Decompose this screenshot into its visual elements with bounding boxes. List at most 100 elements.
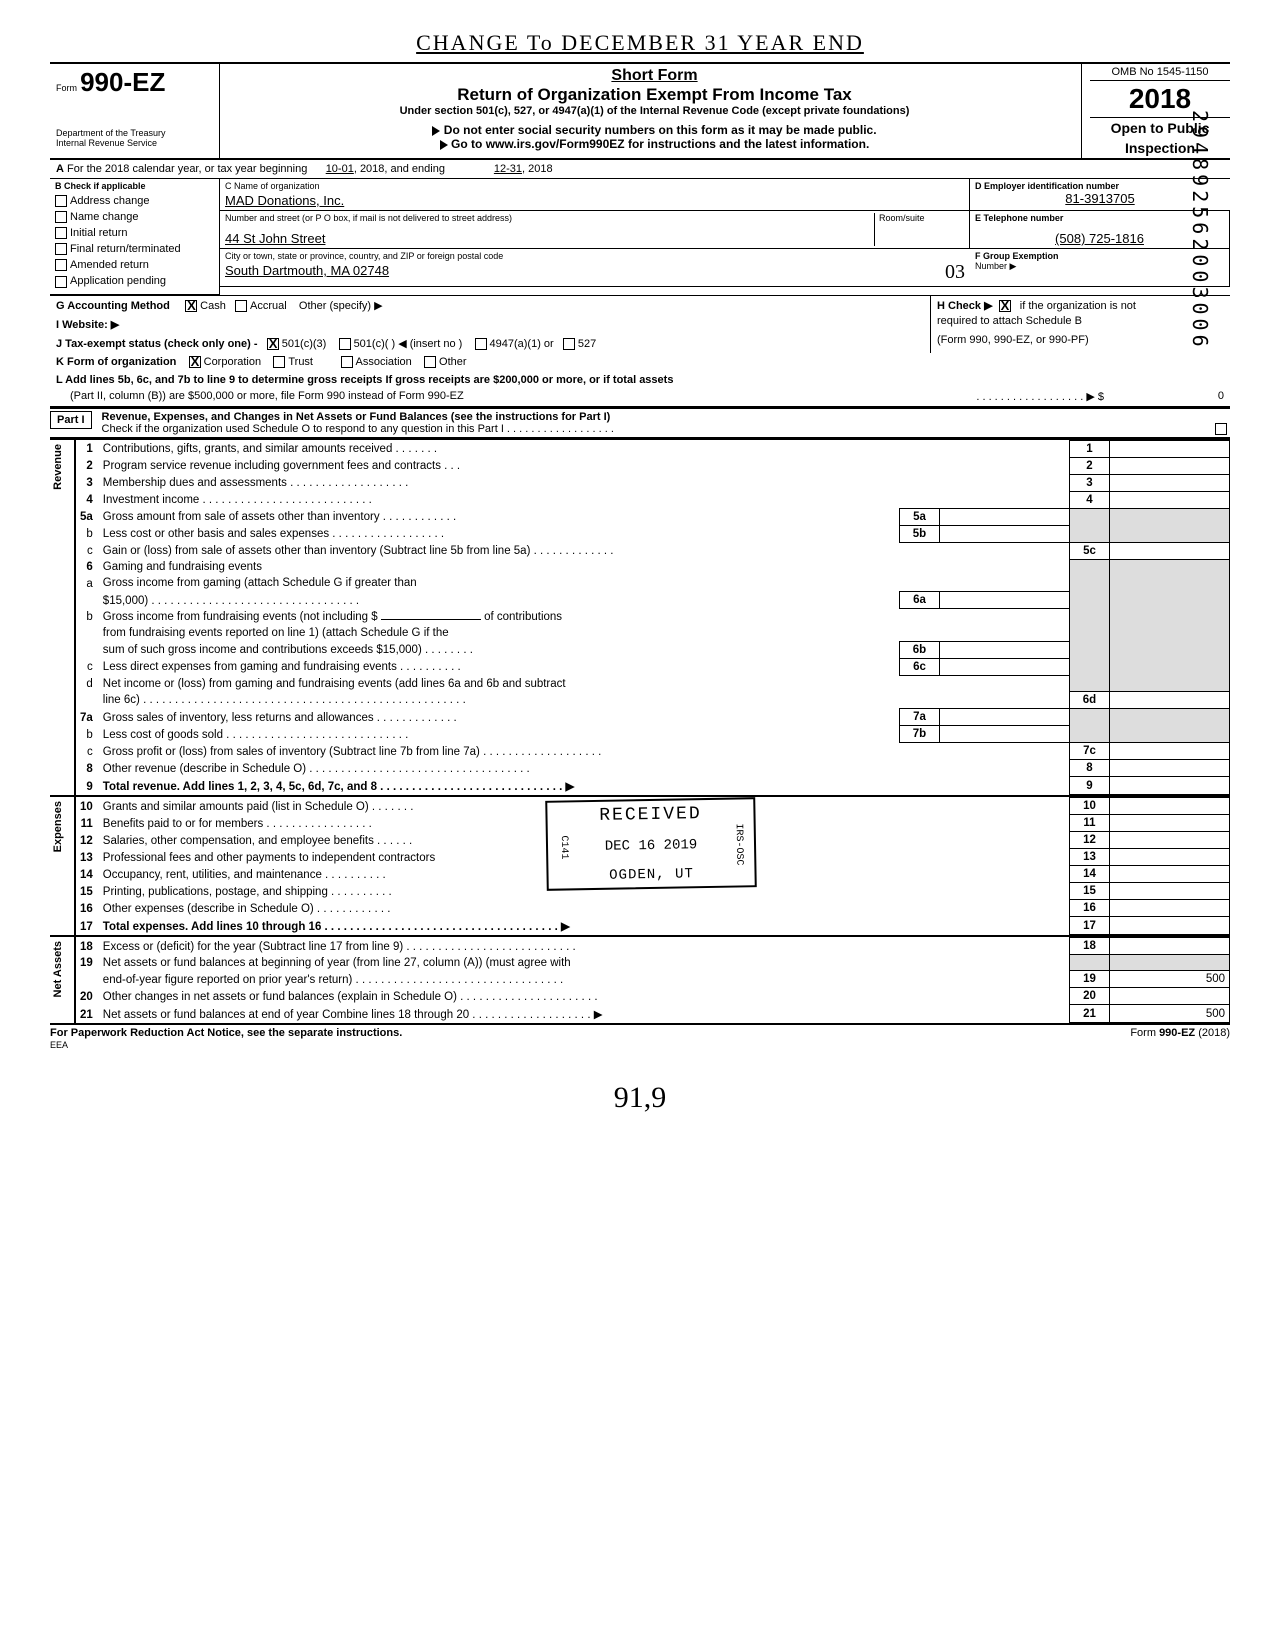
dept-treasury: Department of the Treasury <box>56 128 213 138</box>
line-4: Investment income . . . . . . . . . . . … <box>99 491 900 508</box>
h-checkbox[interactable] <box>999 300 1011 312</box>
j-527: 527 <box>578 338 596 350</box>
b-header: B Check if applicable <box>55 181 214 191</box>
line-9: Total revenue. Add lines 1, 2, 3, 4, 5c,… <box>103 781 575 793</box>
j-501c: 501(c)( <box>354 338 389 350</box>
stamp-place: OGDEN, UT <box>558 866 744 885</box>
j-527-checkbox[interactable] <box>563 338 575 350</box>
row-a-label: A <box>56 163 64 175</box>
part-i-tag: Part I <box>50 411 92 429</box>
b-item-label: Address change <box>70 195 150 207</box>
amt-21: 500 <box>1110 1005 1230 1023</box>
l-line1: L Add lines 5b, 6c, and 7b to line 9 to … <box>56 374 673 386</box>
suite-handwritten: 03 <box>945 261 965 284</box>
footer-paperwork: For Paperwork Reduction Act Notice, see … <box>50 1027 402 1039</box>
short-form-label: Short Form <box>234 67 1075 85</box>
b-checkbox[interactable] <box>55 227 67 239</box>
line-5a: Gross amount from sale of assets other t… <box>99 508 900 525</box>
k-trust: Trust <box>288 356 313 368</box>
line-6b1b: of contributions <box>484 611 562 623</box>
omb-number: OMB No 1545-1150 <box>1090 64 1230 81</box>
room-label: Room/suite <box>879 213 964 223</box>
c-name-label: C Name of organization <box>225 181 964 191</box>
g-label: G Accounting Method <box>56 300 170 312</box>
e-label: E Telephone number <box>975 213 1224 223</box>
city: South Dartmouth, MA 02748 <box>225 263 389 284</box>
j-501c3: 501(c)(3) <box>282 338 327 350</box>
b-item-label: Final return/terminated <box>70 243 181 255</box>
line-16: Other expenses (describe in Schedule O) … <box>99 900 1070 917</box>
b-checkbox[interactable] <box>55 259 67 271</box>
b-checkbox[interactable] <box>55 276 67 288</box>
line-7c: Gross profit or (loss) from sales of inv… <box>99 743 1070 760</box>
handwritten-bottom: 91,9 <box>50 1081 1230 1115</box>
cash-label: Cash <box>200 300 226 312</box>
line-8: Other revenue (describe in Schedule O) .… <box>99 760 1070 777</box>
stamp-right: IRS-OSC <box>733 824 745 866</box>
ssn-note: Do not enter social security numbers on … <box>444 123 877 137</box>
form-label: Form <box>56 83 77 93</box>
k-other: Other <box>439 356 467 368</box>
city-label: City or town, state or province, country… <box>225 251 965 261</box>
j-501c-checkbox[interactable] <box>339 338 351 350</box>
j-501c3-checkbox[interactable] <box>267 338 279 350</box>
line-21: Net assets or fund balances at end of ye… <box>99 1005 1070 1023</box>
return-title: Return of Organization Exempt From Incom… <box>234 85 1075 105</box>
line-6b3: sum of such gross income and contributio… <box>99 641 900 658</box>
end-date: 12-31 <box>494 163 522 175</box>
b-item-label: Amended return <box>70 259 149 271</box>
j-insert: ) ◀ (insert no ) <box>391 338 462 350</box>
phone: (508) 725-1816 <box>975 231 1224 246</box>
k-assoc: Association <box>356 356 412 368</box>
row-a-endyear: , 2018 <box>522 163 553 175</box>
j-4947: 4947(a)(1) or <box>490 338 554 350</box>
revenue-tab: Revenue <box>50 440 66 494</box>
b-checkbox[interactable] <box>55 243 67 255</box>
part-i-title: Revenue, Expenses, and Changes in Net As… <box>102 411 611 423</box>
line-6b2: from fundraising events reported on line… <box>99 625 1070 642</box>
form-number: 990-EZ <box>80 67 165 97</box>
k-trust-checkbox[interactable] <box>273 356 285 368</box>
b-checkbox[interactable] <box>55 195 67 207</box>
h-text2: required to attach Schedule B <box>937 315 1082 327</box>
street: 44 St John Street <box>225 231 874 246</box>
stamp-left: C141 <box>558 836 569 860</box>
line-1: Contributions, gifts, grants, and simila… <box>99 440 900 457</box>
cash-checkbox[interactable] <box>185 300 197 312</box>
footer-form: Form 990-EZ (2018) <box>1130 1027 1230 1051</box>
line-6a2: $15,000) . . . . . . . . . . . . . . . .… <box>99 592 900 609</box>
dept-irs: Internal Revenue Service <box>56 138 213 148</box>
subtitle: Under section 501(c), 527, or 4947(a)(1)… <box>234 105 1075 117</box>
line-6c: Less direct expenses from gaming and fun… <box>99 658 900 675</box>
f-label: F Group Exemption <box>975 251 1224 261</box>
l-val: 0 <box>1104 390 1224 403</box>
line-6b1: Gross income from fundraising events (no… <box>103 611 378 623</box>
footer-eea: EEA <box>50 1040 68 1050</box>
b-checkbox[interactable] <box>55 211 67 223</box>
k-other-checkbox[interactable] <box>424 356 436 368</box>
begin-date: 10-01 <box>326 163 354 175</box>
line-7a: Gross sales of inventory, less returns a… <box>99 709 900 726</box>
k-assoc-checkbox[interactable] <box>341 356 353 368</box>
stamp-date: DEC 16 2019 <box>605 838 698 856</box>
j-4947-checkbox[interactable] <box>475 338 487 350</box>
accrual-checkbox[interactable] <box>235 300 247 312</box>
k-corp-checkbox[interactable] <box>189 356 201 368</box>
h-label: H Check ▶ <box>937 300 993 312</box>
line-18: Excess or (deficit) for the year (Subtra… <box>99 938 1070 955</box>
part-i-checkbox[interactable] <box>1215 423 1227 435</box>
f-label2: Number ▶ <box>975 261 1224 272</box>
h-text3: (Form 990, 990-EZ, or 990-PF) <box>937 334 1089 346</box>
line-20: Other changes in net assets or fund bala… <box>99 988 1070 1005</box>
line-6d1: Net income or (loss) from gaming and fun… <box>99 675 1070 692</box>
line-5b: Less cost or other basis and sales expen… <box>99 525 900 542</box>
addr-label: Number and street (or P O box, if mail i… <box>225 213 874 223</box>
handwritten-note: CHANGE To DECEMBER 31 YEAR END <box>50 30 1230 56</box>
received-stamp: RECEIVED C141 DEC 16 2019 IRS-OSC OGDEN,… <box>545 798 757 892</box>
part-i-sub: Check if the organization used Schedule … <box>102 423 614 435</box>
expenses-tab: Expenses <box>50 797 66 856</box>
line-7b: Less cost of goods sold . . . . . . . . … <box>99 726 900 743</box>
row-a-mid: , 2018, and ending <box>354 163 445 175</box>
l-dots: . . . . . . . . . . . . . . . . . . ▶ $ <box>464 390 1104 403</box>
amt-19: 500 <box>1110 971 1230 988</box>
